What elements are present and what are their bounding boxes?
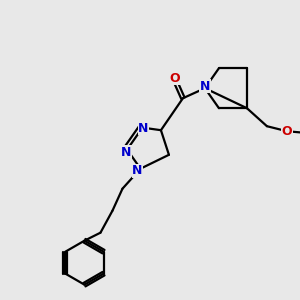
Text: O: O [169,72,180,85]
Text: N: N [132,164,143,177]
Text: O: O [282,125,292,138]
Text: N: N [121,146,131,158]
Text: N: N [200,80,210,93]
Text: N: N [138,122,149,135]
